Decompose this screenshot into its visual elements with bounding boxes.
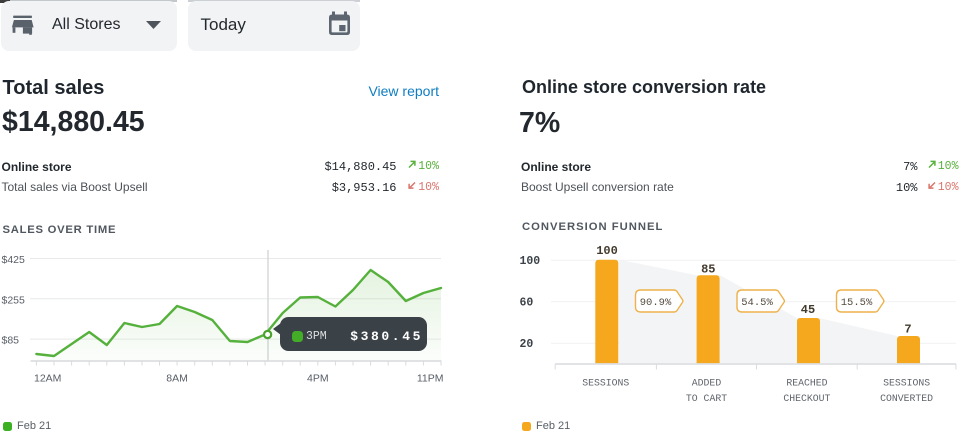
svg-text:45: 45 <box>801 303 815 317</box>
svg-text:$85: $85 <box>2 335 20 347</box>
svg-text:CONVERTED: CONVERTED <box>880 393 933 404</box>
svg-text:7: 7 <box>904 322 911 336</box>
svg-text:85: 85 <box>701 262 715 276</box>
svg-text:12AM: 12AM <box>34 373 61 385</box>
svg-text:60: 60 <box>520 297 534 310</box>
svg-text:54.5%: 54.5% <box>741 297 773 309</box>
svg-text:100: 100 <box>596 244 618 258</box>
svg-text:20: 20 <box>520 338 534 351</box>
svg-text:$425: $425 <box>2 254 26 266</box>
svg-text:11PM: 11PM <box>417 373 444 385</box>
svg-text:REACHED: REACHED <box>786 377 827 388</box>
svg-text:CHECKOUT: CHECKOUT <box>783 393 830 404</box>
svg-text:4PM: 4PM <box>307 373 329 385</box>
svg-text:$255: $255 <box>2 294 26 306</box>
svg-text:SESSIONS: SESSIONS <box>883 377 930 388</box>
svg-text:ADDED: ADDED <box>692 377 722 388</box>
svg-text:TO CART: TO CART <box>686 393 727 404</box>
svg-text:15.5%: 15.5% <box>841 297 873 309</box>
svg-text:8AM: 8AM <box>166 373 188 385</box>
svg-text:SESSIONS: SESSIONS <box>582 377 629 388</box>
svg-text:100: 100 <box>520 255 541 268</box>
svg-text:90.9%: 90.9% <box>640 297 672 309</box>
